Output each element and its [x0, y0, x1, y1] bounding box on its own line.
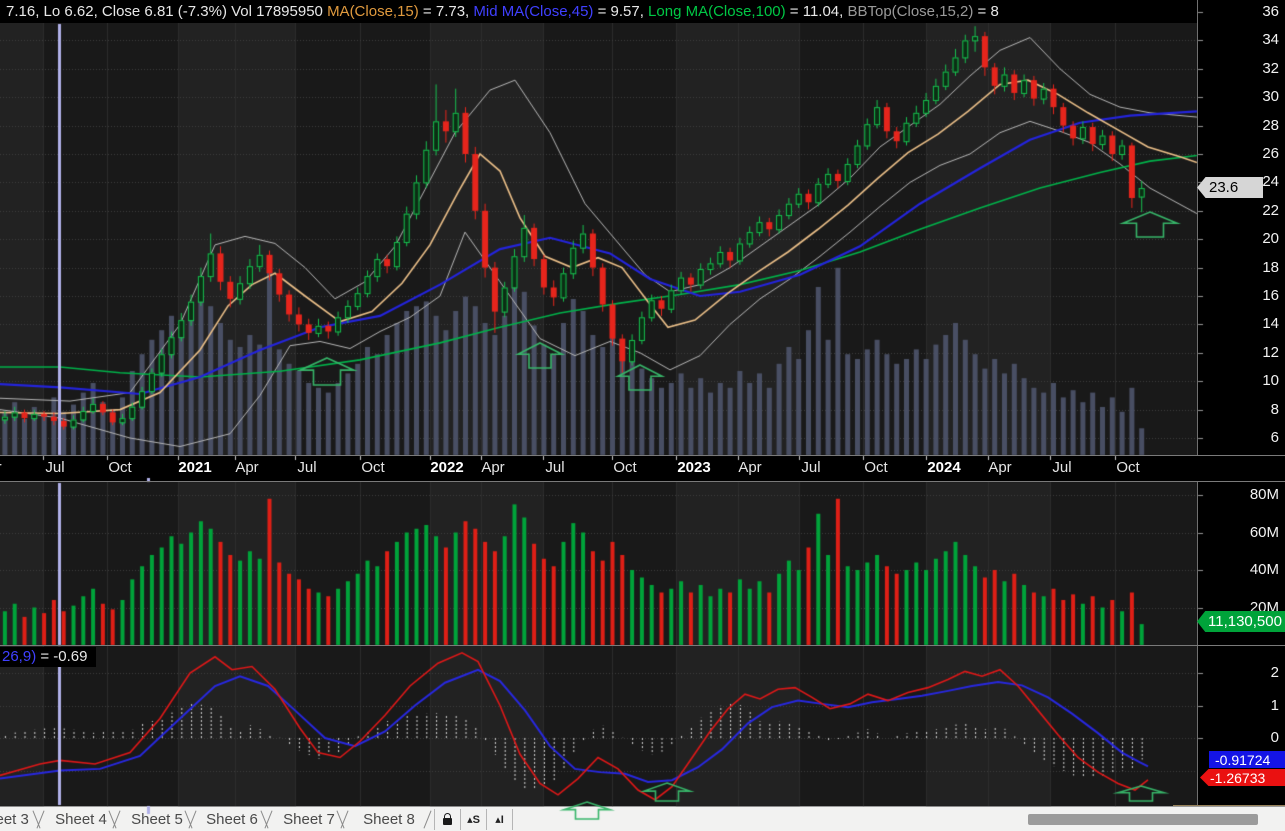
tab-divider — [340, 810, 349, 829]
tab-sheet-8[interactable]: Sheet 8 — [363, 811, 415, 828]
tab-divider — [188, 810, 197, 829]
pane-separator — [0, 455, 1285, 456]
month-label: Jul — [45, 459, 65, 476]
tab-divider — [36, 810, 45, 829]
price-tick-label: 14 — [1262, 315, 1279, 333]
tab-sheet-4[interactable]: Sheet 4 — [55, 811, 107, 828]
ma45-label: Mid MA(Close,45) — [473, 3, 594, 20]
price-tick-label: 12 — [1262, 343, 1279, 361]
date-axis-strip: Apr Jul Oct 2021 Apr Jul Oct 2022 Apr Jul Oct 2023 A… — [0, 456, 1285, 482]
tab-sheet-6[interactable]: Sheet 6 — [206, 811, 258, 828]
macd-value-badge: -1.26733 — [1200, 769, 1285, 786]
macd-tick-label: 1 — [1270, 696, 1279, 714]
tab-divider — [112, 810, 121, 829]
month-label: Oct — [1116, 459, 1140, 476]
month-label: Oct — [864, 459, 888, 476]
macd-value: = -0.69 — [36, 648, 88, 665]
bbtop-label: BBTop(Close,15,2) — [847, 3, 974, 20]
macd-params: 26,9) — [2, 648, 37, 665]
last-price-badge: 23.6 — [1197, 177, 1263, 198]
tab-sheet-5[interactable]: Sheet 5 — [131, 811, 183, 828]
sheet-tab-bar: ▴S ▴I Sheet 3 Sheet 4 Sheet 5 Sheet 6 Sheet … — [0, 806, 1285, 831]
price-tick-label: 22 — [1262, 201, 1279, 219]
ma100-label: Long MA(Close,100) — [648, 3, 786, 20]
month-label: Oct — [108, 459, 132, 476]
month-label: Jul — [297, 459, 317, 476]
ohlc-readout: 7.16, Lo 6.62, Close 6.81 (-7.3%) Vol 17… — [6, 3, 328, 20]
ma100-value: = 11.04, — [785, 3, 848, 20]
month-label: Jul — [1052, 459, 1072, 476]
price-tick-label: 6 — [1270, 429, 1279, 446]
price-tick-label: 26 — [1262, 145, 1279, 162]
year-label: 2024 — [927, 459, 961, 476]
month-label: Apr — [738, 459, 762, 476]
year-label: 2021 — [178, 459, 212, 476]
price-tick-label: 24 — [1262, 173, 1279, 191]
volume-tick-label: 40M — [1249, 561, 1279, 578]
price-tick-label: 18 — [1262, 258, 1279, 276]
price-pane-background — [0, 23, 1197, 456]
price-tick-label: 34 — [1262, 31, 1279, 49]
macd-pane-background — [0, 646, 1197, 806]
month-label: Jul — [545, 459, 565, 476]
pane-separator — [1173, 805, 1285, 806]
price-tick-label: 10 — [1262, 372, 1279, 390]
lock-icon — [443, 813, 452, 825]
month-label: Oct — [361, 459, 385, 476]
signal-value-badge: -0.91724 — [1209, 751, 1285, 768]
tab-divider — [264, 810, 273, 829]
price-tick-label: 28 — [1262, 116, 1279, 134]
horizontal-scrollbar-thumb[interactable] — [1028, 814, 1258, 825]
last-volume-badge: 11,130,500 — [1197, 611, 1285, 632]
month-label: Apr — [0, 459, 2, 476]
lock-button[interactable] — [434, 809, 460, 830]
year-label: 2023 — [677, 459, 711, 476]
ma45-value: = 9.57, — [593, 3, 649, 20]
tab-sheet-7[interactable]: Sheet 7 — [283, 811, 335, 828]
price-tick-label: 8 — [1270, 400, 1279, 418]
price-tick-label: 36 — [1262, 3, 1279, 20]
volume-tick-label: 60M — [1249, 523, 1279, 541]
macd-tick-label: 2 — [1270, 664, 1279, 681]
price-tick-label: 32 — [1262, 59, 1279, 77]
macd-pane-title: 26,9) = -0.69 — [0, 647, 96, 667]
pane-separator — [0, 481, 1285, 482]
bbtop-value: = 8 — [973, 3, 999, 20]
tab-divider — [423, 810, 432, 829]
sheet-toolbar: ▴S ▴I — [434, 809, 513, 830]
price-tick-label: 30 — [1262, 88, 1279, 106]
month-label: Apr — [988, 459, 1012, 476]
month-label: Apr — [481, 459, 505, 476]
volume-tick-label: 80M — [1249, 486, 1279, 503]
chart-title-bar: 7.16, Lo 6.62, Close 6.81 (-7.3%) Vol 17… — [0, 0, 1152, 23]
tab-sheet-3[interactable]: Sheet 3 — [0, 811, 29, 828]
pane-separator — [0, 645, 1285, 646]
month-label: Apr — [235, 459, 259, 476]
price-tick-label: 16 — [1262, 287, 1279, 304]
month-label: Jul — [801, 459, 821, 476]
ma15-value: = 7.73, — [418, 3, 474, 20]
volume-pane-background — [0, 482, 1197, 646]
scale-button[interactable]: ▴S — [460, 809, 486, 830]
year-label: 2022 — [430, 459, 464, 476]
macd-tick-label: 0 — [1270, 729, 1279, 746]
indicator-button[interactable]: ▴I — [486, 809, 513, 830]
price-tick-label: 20 — [1262, 230, 1279, 248]
month-label: Oct — [613, 459, 637, 476]
ma15-label: MA(Close,15) — [327, 3, 419, 20]
